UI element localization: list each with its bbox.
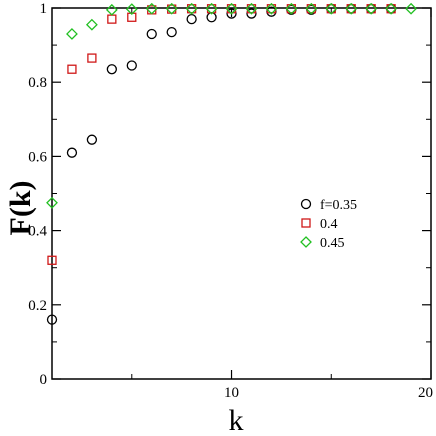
- data-point: [226, 8, 237, 19]
- data-point: [126, 60, 137, 71]
- data-point: [405, 2, 417, 15]
- series-3: [46, 2, 417, 209]
- legend-label: f=0.35: [320, 198, 357, 213]
- y-tick-label: 1: [40, 1, 48, 17]
- legend: f=0.35 0.4 0.45: [300, 198, 357, 251]
- data-point: [266, 4, 277, 14]
- data-point: [205, 2, 218, 15]
- tick-labels: 0 0.2 0.4 0.6 0.8 1 10 20: [28, 1, 433, 401]
- data-point: [86, 134, 98, 145]
- data-point: [345, 2, 358, 15]
- legend-item: 0.45: [300, 236, 345, 251]
- data-point: [306, 4, 316, 14]
- data-point: [265, 2, 278, 15]
- x-tick-label: 20: [418, 385, 433, 401]
- data-point: [145, 2, 158, 15]
- legend-item: f=0.35: [300, 198, 357, 213]
- data-point: [87, 53, 97, 63]
- data-point: [105, 3, 118, 16]
- data-point: [66, 28, 78, 40]
- data-point: [46, 196, 58, 209]
- data-point: [325, 2, 338, 15]
- y-tick-label: 0.6: [28, 149, 47, 165]
- data-point: [66, 147, 78, 158]
- data-point: [385, 2, 398, 15]
- y-tick-label: 0: [40, 372, 48, 388]
- legend-marker: [301, 218, 311, 228]
- data-point: [67, 64, 77, 74]
- data-point: [185, 2, 198, 15]
- data-point: [146, 28, 157, 40]
- data-point: [386, 4, 396, 14]
- data-point: [286, 4, 297, 14]
- y-tick-label: 0.4: [28, 224, 47, 240]
- data-point: [46, 314, 58, 325]
- data-point: [206, 4, 217, 14]
- data-point: [326, 4, 336, 14]
- data-point: [305, 2, 318, 15]
- data-point: [186, 4, 197, 14]
- data-point: [246, 8, 257, 19]
- x-tick-label: 10: [224, 385, 239, 401]
- data-points: [46, 2, 417, 325]
- legend-label: 0.45: [320, 236, 345, 251]
- y-tick-label: 0.2: [28, 298, 47, 314]
- data-point: [226, 4, 237, 14]
- data-point: [246, 4, 257, 14]
- data-point: [245, 2, 258, 15]
- data-point: [225, 2, 238, 15]
- data-point: [166, 26, 177, 38]
- data-point: [106, 64, 117, 75]
- data-point: [366, 4, 376, 14]
- data-point: [285, 2, 298, 15]
- y-tick-label: 0.8: [28, 75, 47, 91]
- data-point: [85, 18, 98, 31]
- data-point: [47, 255, 57, 265]
- y-axis-title: F(k): [4, 181, 37, 236]
- legend-marker: [300, 198, 312, 210]
- data-point: [346, 4, 356, 14]
- legend-item: 0.4: [301, 217, 338, 232]
- data-point: [165, 2, 178, 15]
- x-axis-title: k: [229, 404, 244, 436]
- legend-label: 0.4: [320, 217, 338, 232]
- data-point: [125, 3, 138, 16]
- data-point: [365, 2, 378, 15]
- legend-marker: [300, 236, 312, 248]
